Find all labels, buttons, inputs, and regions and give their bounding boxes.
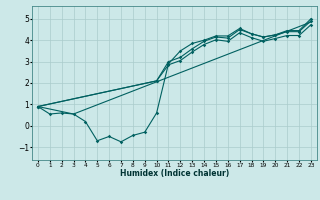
X-axis label: Humidex (Indice chaleur): Humidex (Indice chaleur) bbox=[120, 169, 229, 178]
